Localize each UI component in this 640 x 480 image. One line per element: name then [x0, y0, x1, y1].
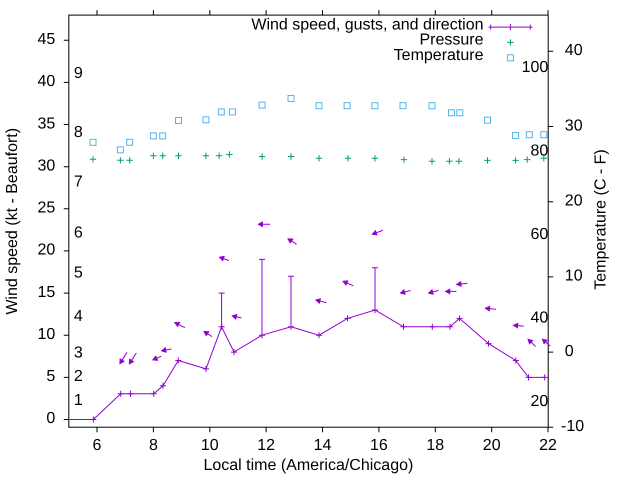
svg-text:10: 10 — [565, 268, 583, 285]
svg-text:30: 30 — [565, 117, 583, 134]
svg-text:5: 5 — [74, 264, 83, 281]
svg-text:Temperature (C - F): Temperature (C - F) — [593, 149, 610, 289]
svg-text:0: 0 — [565, 343, 574, 360]
svg-text:60: 60 — [531, 226, 549, 243]
svg-text:10: 10 — [38, 326, 56, 343]
svg-text:8: 8 — [74, 124, 83, 141]
svg-text:Local time (America/Chicago): Local time (America/Chicago) — [203, 457, 413, 474]
svg-text:20: 20 — [531, 393, 549, 410]
svg-text:80: 80 — [531, 142, 549, 159]
svg-text:12: 12 — [257, 437, 275, 454]
svg-text:8: 8 — [149, 437, 158, 454]
svg-text:40: 40 — [38, 73, 56, 90]
svg-text:45: 45 — [38, 31, 56, 48]
svg-text:5: 5 — [46, 368, 55, 385]
svg-text:20: 20 — [565, 193, 583, 210]
svg-text:0: 0 — [46, 410, 55, 427]
svg-text:40: 40 — [565, 42, 583, 59]
svg-text:Wind speed (kt - Beaufort): Wind speed (kt - Beaufort) — [4, 128, 21, 315]
svg-text:10: 10 — [201, 437, 219, 454]
svg-text:22: 22 — [539, 437, 557, 454]
svg-text:20: 20 — [38, 242, 56, 259]
svg-text:30: 30 — [38, 157, 56, 174]
svg-text:14: 14 — [314, 437, 332, 454]
svg-text:Wind speed, gusts, and directi: Wind speed, gusts, and direction — [251, 16, 483, 33]
svg-text:-10: -10 — [561, 418, 584, 435]
svg-text:20: 20 — [483, 437, 501, 454]
svg-text:7: 7 — [74, 174, 83, 191]
svg-text:Pressure: Pressure — [419, 32, 483, 49]
svg-text:Temperature: Temperature — [394, 47, 484, 64]
svg-text:16: 16 — [370, 437, 388, 454]
svg-text:18: 18 — [426, 437, 444, 454]
svg-text:35: 35 — [38, 115, 56, 132]
svg-text:6: 6 — [74, 225, 83, 242]
svg-text:40: 40 — [531, 309, 549, 326]
svg-text:100: 100 — [522, 59, 549, 76]
svg-text:4: 4 — [74, 308, 83, 325]
svg-text:15: 15 — [38, 284, 56, 301]
svg-text:9: 9 — [74, 65, 83, 82]
svg-text:3: 3 — [74, 344, 83, 361]
svg-text:6: 6 — [93, 437, 102, 454]
svg-text:1: 1 — [74, 392, 83, 409]
svg-text:2: 2 — [74, 368, 83, 385]
svg-text:25: 25 — [38, 200, 56, 217]
